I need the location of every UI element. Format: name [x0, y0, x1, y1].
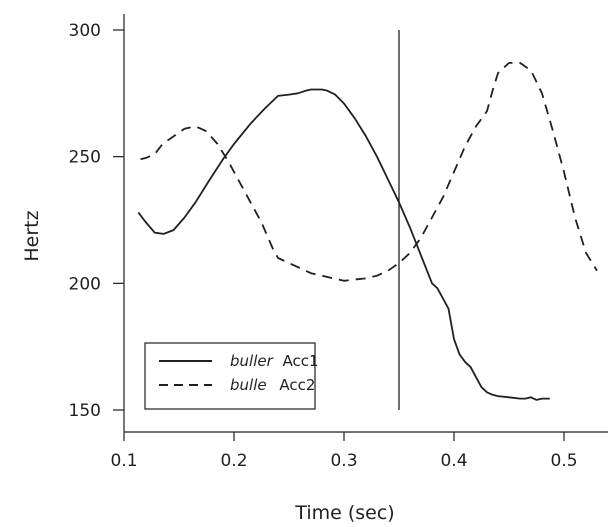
y-axis-ticks: 150 200 250 300	[69, 21, 124, 421]
series-layer	[137, 62, 598, 401]
x-axis-title: Time (sec)	[294, 502, 394, 524]
legend-label-bulle: bulle Acc2	[230, 376, 315, 394]
x-tick-label: 0.3	[330, 451, 357, 471]
legend-series-name: bulle	[230, 376, 267, 394]
legend-series-suffix: Acc2	[279, 376, 315, 394]
y-tick-label: 300	[69, 21, 101, 41]
series-line-dashed	[140, 62, 598, 282]
series-line-solid	[137, 88, 550, 401]
y-axis-title: Hertz	[21, 210, 43, 261]
x-tick-label: 0.5	[550, 451, 577, 471]
y-tick-label: 200	[69, 274, 101, 294]
legend-series-suffix: Acc1	[283, 352, 319, 370]
y-tick-label: 250	[69, 148, 101, 168]
y-tick-label: 150	[69, 401, 101, 421]
x-axis-ticks: 0.1 0.2 0.3 0.4 0.5	[110, 432, 578, 471]
x-tick-label: 0.2	[220, 451, 247, 471]
x-tick-label: 0.1	[110, 451, 137, 471]
legend-box	[144, 342, 316, 410]
legend: buller Acc1 bulle Acc2	[144, 342, 319, 410]
legend-label-buller: buller Acc1	[230, 352, 319, 370]
x-tick-label: 0.4	[440, 451, 467, 471]
legend-series-name: buller	[230, 352, 274, 370]
